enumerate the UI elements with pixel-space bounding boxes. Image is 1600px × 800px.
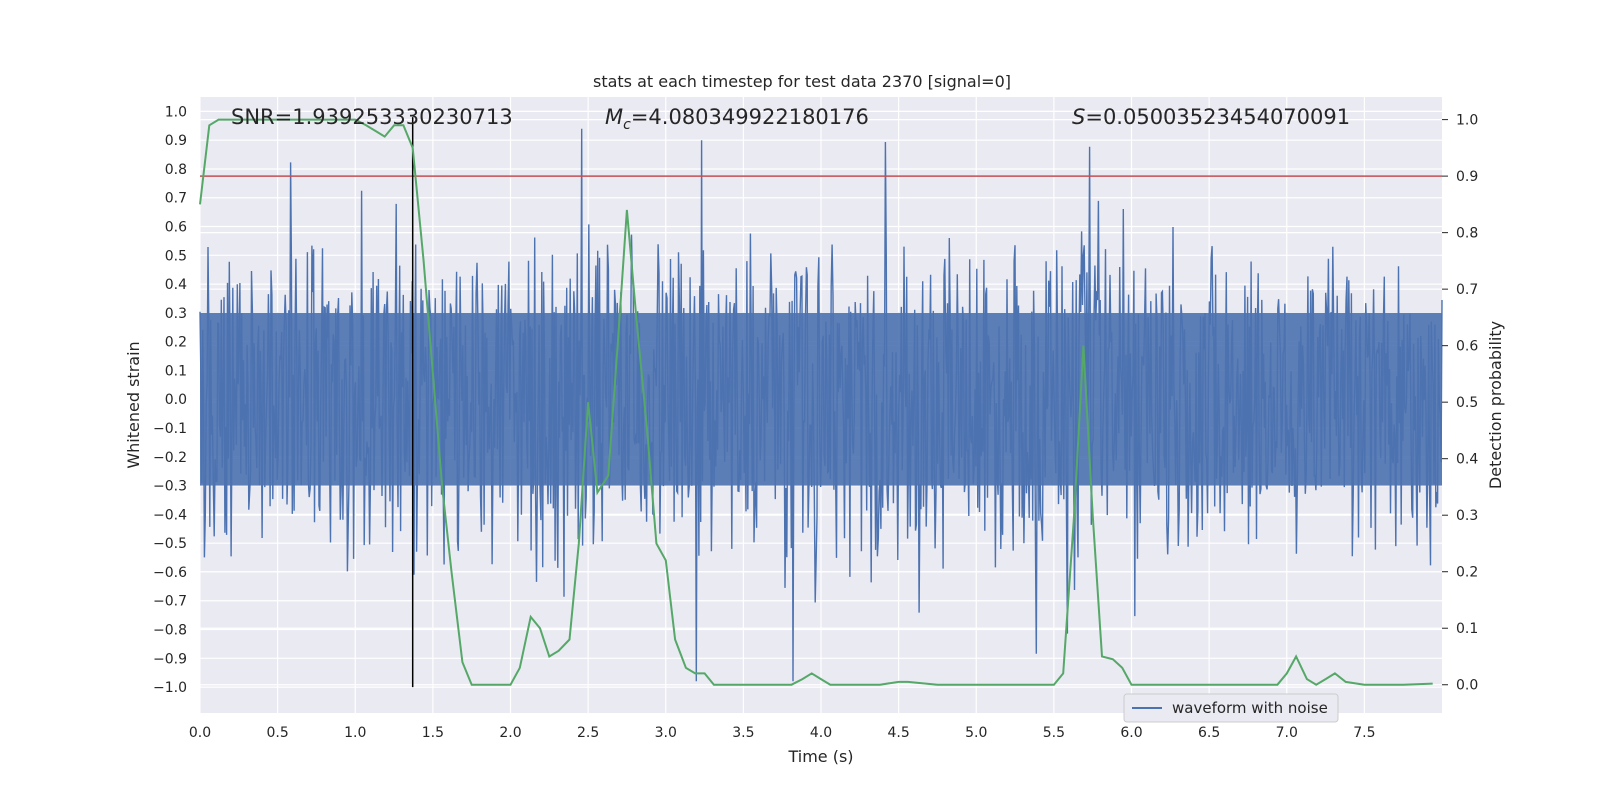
y-left-tick-label: −1.0	[153, 680, 187, 696]
y-left-tick-label: −0.8	[153, 623, 187, 639]
x-tick-label: 7.0	[1276, 725, 1298, 741]
x-axis: 0.0 0.5 1.0 1.5 2.0 2.5 3.0 3.5 4.0 4.5 5.0 5.5 6.0 6…	[189, 725, 1376, 741]
chart-title: stats at each timestep for test data 237…	[593, 72, 1011, 91]
y-left-tick-label: −0.3	[153, 479, 187, 495]
y-axis-left: 1.0 0.9 0.8 0.7 0.6 0.5 0.4 0.3 0.2 0.1 0.0 −0.1 −0.…	[153, 104, 187, 696]
y-right-tick-label: 0.2	[1456, 565, 1478, 581]
y-left-tick-label: 0.3	[165, 306, 187, 322]
x-tick-label: 6.5	[1198, 725, 1220, 741]
y-left-tick-label: 0.8	[165, 162, 187, 178]
y-right-tick-label: 0.4	[1456, 452, 1478, 468]
x-tick-label: 6.0	[1120, 725, 1142, 741]
y-right-tick-label: 1.0	[1456, 113, 1478, 129]
y-left-tick-label: 1.0	[165, 104, 187, 120]
probability-series	[199, 118, 1433, 686]
x-tick-label: 3.5	[732, 725, 754, 741]
y-right-tick-label: 0.6	[1456, 339, 1478, 355]
waveform-core	[200, 312, 1442, 486]
x-tick-label: 0.0	[189, 725, 211, 741]
y-axis-left-label: Whitened strain	[124, 341, 143, 468]
y-right-tick-label: 0.8	[1456, 226, 1478, 242]
y-left-tick-label: 0.4	[165, 277, 187, 293]
y-axis-right-label: Detection probability	[1486, 321, 1505, 489]
x-tick-label: 2.0	[499, 725, 521, 741]
waveform-series	[199, 128, 1443, 682]
x-tick-label: 0.5	[266, 725, 288, 741]
x-tick-label: 1.0	[344, 725, 366, 741]
y-left-tick-label: −0.5	[153, 536, 187, 552]
y-left-tick-label: 0.9	[165, 133, 187, 149]
probability-line	[199, 118, 1433, 686]
y-left-tick-label: −0.9	[153, 651, 187, 667]
x-tick-label: 5.0	[965, 725, 987, 741]
x-tick-label: 5.5	[1043, 725, 1065, 741]
x-axis-label: Time (s)	[787, 747, 853, 766]
y-axis-right: 1.0 0.9 0.8 0.7 0.6 0.5 0.4 0.3 0.2 0.1 0.0	[1442, 113, 1478, 694]
y-left-tick-label: 0.2	[165, 335, 187, 351]
y-left-tick-label: −0.4	[153, 507, 187, 523]
y-left-tick-label: −0.2	[153, 450, 187, 466]
legend-label: waveform with noise	[1172, 699, 1328, 717]
y-left-tick-label: 0.1	[165, 363, 187, 379]
y-right-tick-label: 0.3	[1456, 508, 1478, 524]
snr-annotation: SNR=1.939253330230713	[231, 105, 513, 129]
x-tick-label: 2.5	[577, 725, 599, 741]
y-right-tick-label: 0.5	[1456, 395, 1478, 411]
x-tick-label: 3.0	[655, 725, 677, 741]
legend-box	[1123, 693, 1339, 723]
chirp-mass-annotation: Mc=4.080349922180176	[605, 105, 869, 133]
y-left-tick-label: 0.0	[165, 392, 187, 408]
y-left-tick-label: 0.5	[165, 248, 187, 264]
s-annotation: S=0.05003523454070091	[1072, 105, 1350, 129]
x-tick-label: 4.0	[810, 725, 832, 741]
x-tick-label: 1.5	[422, 725, 444, 741]
y-left-tick-label: −0.1	[153, 421, 187, 437]
y-right-tick-label: 0.9	[1456, 169, 1478, 185]
y-left-tick-label: −0.6	[153, 565, 187, 581]
y-right-tick-label: 0.0	[1456, 678, 1478, 694]
legend: waveform with noise	[1123, 693, 1339, 723]
y-right-tick-label: 0.7	[1456, 282, 1478, 298]
x-tick-label: 4.5	[887, 725, 909, 741]
y-left-tick-label: 0.6	[165, 220, 187, 236]
y-left-tick-label: 0.7	[165, 191, 187, 207]
x-tick-label: 7.5	[1353, 725, 1375, 741]
y-right-tick-label: 0.1	[1456, 621, 1478, 637]
y-left-tick-label: −0.7	[153, 594, 187, 610]
